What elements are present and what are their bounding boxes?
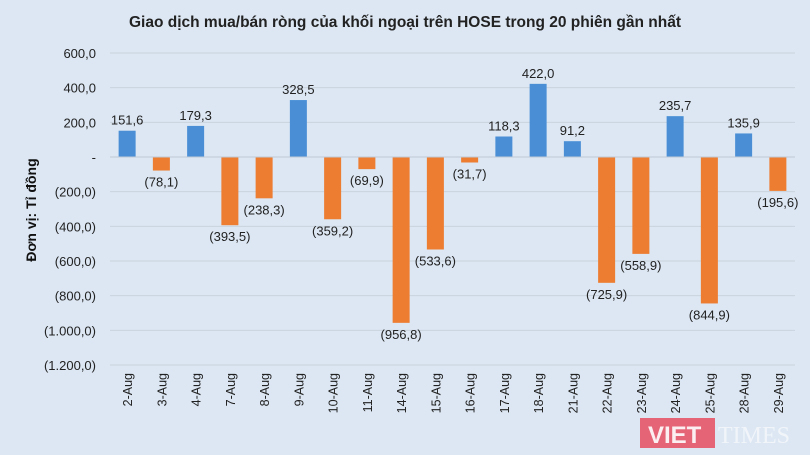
x-tick-label: 14-Aug (395, 373, 409, 413)
viettimes-logo: VIET TIMES (640, 418, 790, 448)
data-label: (78,1) (144, 175, 178, 190)
y-axis-label: Đơn vị: Tỉ đồng (23, 158, 39, 261)
bar (769, 157, 787, 191)
bar (426, 157, 444, 250)
x-tick-label: 16-Aug (464, 373, 478, 413)
bar (255, 157, 273, 199)
data-label: (844,9) (689, 307, 730, 322)
data-label: (725,9) (586, 287, 627, 302)
x-tick-label: 8-Aug (258, 373, 272, 406)
data-label: (558,9) (620, 258, 661, 273)
y-tick-label: 200,0 (63, 115, 96, 130)
data-label: 118,3 (488, 118, 520, 133)
x-tick-label: 15-Aug (429, 373, 443, 413)
svg-text:TIMES: TIMES (718, 423, 790, 448)
y-tick-label: (1.000,0) (44, 323, 96, 338)
bar (221, 157, 239, 226)
bar (461, 157, 479, 163)
data-label: 135,9 (727, 115, 760, 130)
data-label: 328,5 (282, 82, 315, 97)
data-label: (393,5) (209, 229, 250, 244)
bar (324, 157, 342, 220)
x-tick-label: 2-Aug (121, 373, 135, 406)
bar (358, 157, 376, 170)
bar (187, 125, 205, 157)
x-tick-label: 7-Aug (224, 373, 238, 406)
chart-title: Giao dịch mua/bán ròng của khối ngoại tr… (128, 14, 682, 31)
y-tick-label: (400,0) (55, 219, 96, 234)
data-label: 179,3 (179, 108, 212, 123)
data-label: 91,2 (560, 123, 585, 138)
x-tick-label: 10-Aug (327, 373, 341, 413)
x-tick-label: 11-Aug (361, 373, 375, 412)
x-tick-label: 23-Aug (635, 373, 649, 413)
bar (118, 130, 136, 157)
y-tick-label: 600,0 (63, 46, 96, 61)
x-tick-label: 4-Aug (190, 373, 204, 406)
bar (563, 141, 581, 157)
x-tick-label: 24-Aug (669, 373, 683, 413)
x-tick-label: 3-Aug (155, 373, 169, 406)
bar (666, 116, 684, 157)
bar (632, 157, 650, 254)
x-tick-label: 9-Aug (292, 373, 306, 406)
data-label: (238,3) (244, 202, 285, 217)
bar (735, 133, 753, 157)
data-label: (69,9) (350, 173, 384, 188)
x-tick-label: 17-Aug (498, 373, 512, 413)
x-tick-label: 25-Aug (703, 373, 717, 413)
x-tick-label: 29-Aug (772, 373, 786, 413)
data-label: 422,0 (522, 66, 555, 81)
bar (152, 157, 170, 171)
bar (289, 100, 307, 157)
y-tick-label: (1.200,0) (44, 358, 96, 373)
data-label: 235,7 (659, 98, 692, 113)
x-tick-label: 28-Aug (738, 373, 752, 413)
y-tick-label: (200,0) (55, 185, 96, 200)
y-tick-label: (600,0) (55, 254, 96, 269)
data-label: (195,6) (757, 195, 798, 210)
bar (700, 157, 718, 304)
y-tick-label: (800,0) (55, 289, 96, 304)
bar (598, 157, 616, 283)
data-label: (956,8) (381, 327, 422, 342)
y-tick-label: 400,0 (63, 81, 96, 96)
svg-text:VIET: VIET (648, 422, 702, 448)
bar (529, 83, 547, 157)
x-tick-label: 18-Aug (532, 373, 546, 413)
data-label: 151,6 (111, 113, 144, 128)
data-label: (533,6) (415, 253, 456, 268)
y-tick-label: - (92, 150, 96, 165)
data-label: (359,2) (312, 223, 353, 238)
x-tick-label: 21-Aug (566, 373, 580, 413)
x-tick-label: 22-Aug (601, 373, 615, 413)
bar (495, 136, 513, 157)
bar (392, 157, 410, 323)
data-label: (31,7) (453, 166, 487, 181)
